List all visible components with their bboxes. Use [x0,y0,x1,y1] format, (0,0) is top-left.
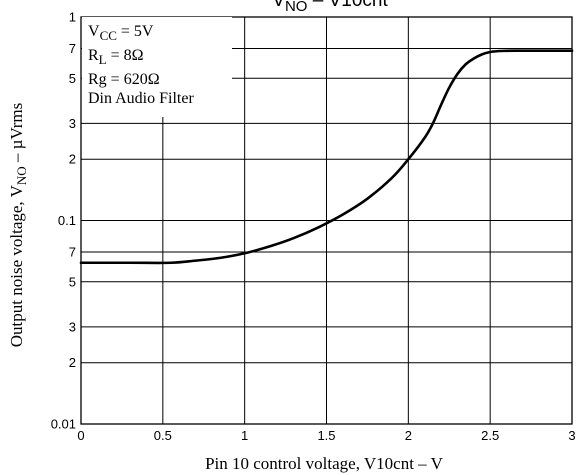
y-tick-label: 1 [69,10,76,25]
x-tick-label: 0 [77,428,84,443]
x-tick-label: 2.5 [481,428,499,443]
x-axis-label: Pin 10 control voltage, V10cnt – V [205,454,444,473]
y-tick-label: 5 [69,274,76,289]
y-tick-label: 3 [69,116,76,131]
y-axis-label-subscript: NO [14,166,29,185]
y-axis-label-unit: – µVrms [7,103,26,167]
condition-line: RL = 8Ω [88,47,144,67]
y-axis-label: Output noise voltage, VNO – µVrms [7,103,29,347]
condition-line: VCC = 5V [88,23,154,43]
series-line [79,49,574,265]
x-tick-label: 3 [568,428,575,443]
y-tick-label: 7 [69,245,76,260]
y-tick-label: 0.1 [58,213,76,228]
y-tick-label: 3 [69,319,76,334]
chart-title-main: V [272,0,285,11]
chart-title-subscript: NO [285,0,308,15]
y-tick-label: 5 [69,71,76,86]
conditions-box-background [82,17,232,117]
y-tick-labels: 1 7 5 3 2 0.1 7 5 3 2 0.01 [51,10,76,432]
condition-line: Din Audio Filter [88,90,194,107]
plot-frame [80,16,573,425]
x-tick-label: 1 [241,428,248,443]
chart-title-rest: – V10cnt [307,0,388,11]
y-axis-label-main: Output noise voltage, V [7,184,26,347]
condition-line: Rg = 620Ω [88,71,160,88]
y-tick-label: 7 [69,41,76,56]
chart-title: VNO – V10cnt [272,0,388,15]
y-tick-label: 2 [69,355,76,370]
y-tick-label: 0.01 [51,417,76,432]
x-tick-labels: 0 0.5 1 1.5 2 2.5 3 [77,428,575,443]
y-tick-label: 2 [69,152,76,167]
x-tick-label: 0.5 [154,428,172,443]
conditions-box: VCC = 5V RL = 8Ω Rg = 620Ω Din Audio Filter [82,17,232,117]
x-tick-label: 2 [405,428,412,443]
x-tick-label: 1.5 [317,428,335,443]
